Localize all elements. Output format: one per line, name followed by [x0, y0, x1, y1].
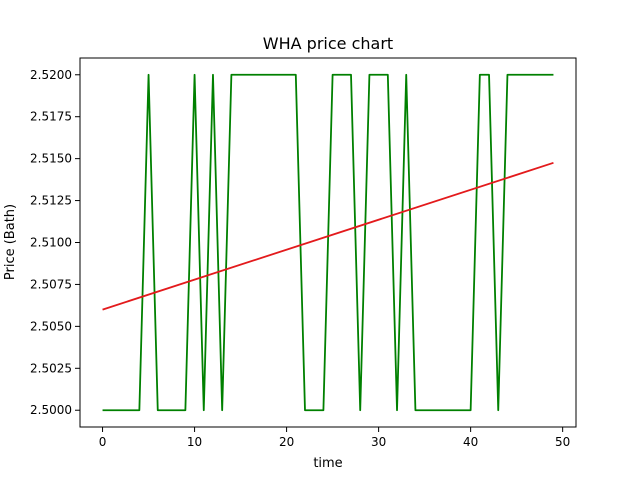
y-axis: 2.5000 2.5025 2.5050 2.5075 2.5100 2.5125 2.51… [30, 68, 80, 417]
y-tick-label: 2.5075 [30, 277, 72, 291]
x-tick-label: 10 [187, 435, 202, 449]
plot-frame [79, 57, 577, 428]
x-tick-label: 0 [99, 435, 107, 449]
y-tick-label: 2.5175 [30, 110, 72, 124]
x-tick-label: 20 [279, 435, 294, 449]
x-tick-label: 50 [555, 435, 570, 449]
x-axis: 0 10 20 30 40 50 [99, 427, 570, 449]
y-tick-label: 2.5125 [30, 194, 72, 208]
y-axis-label: Price (Bath) [3, 204, 18, 280]
trend-series-line [102, 161, 554, 311]
y-tick-label: 2.5050 [30, 319, 72, 333]
price-series-line [102, 73, 554, 412]
x-tick-label: 40 [463, 435, 478, 449]
y-tick-label: 2.5200 [30, 68, 72, 82]
y-tick-label: 2.5000 [30, 403, 72, 417]
x-tick-label: 30 [371, 435, 386, 449]
series-layer [102, 73, 554, 412]
y-tick-label: 2.5100 [30, 236, 72, 250]
y-tick-label: 2.5150 [30, 152, 72, 166]
chart-title: WHA price chart [263, 34, 393, 53]
y-tick-label: 2.5025 [30, 361, 72, 375]
x-axis-label: time [313, 456, 342, 471]
